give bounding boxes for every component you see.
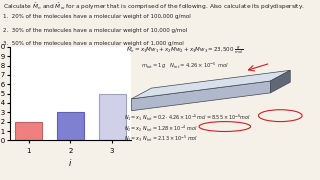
Text: 1.  20% of the molecules have a molecular weight of 100,000 g/mol: 1. 20% of the molecules have a molecular…	[3, 14, 191, 19]
Polygon shape	[270, 70, 290, 93]
Polygon shape	[132, 70, 290, 99]
Text: $N_1 = x_1\ N_{tot} = 0.2\cdot4.26\times10^{-5}mol = 8.55\times10^{-6}mol$: $N_1 = x_1\ N_{tot} = 0.2\cdot4.26\times…	[124, 113, 250, 123]
Bar	[57, 112, 84, 140]
Text: $m_{tot}=1g \quad N_{tot} = 4.26\times10^{-5}\ mol$: $m_{tot}=1g \quad N_{tot} = 4.26\times10…	[141, 61, 229, 71]
Polygon shape	[132, 81, 270, 111]
X-axis label: $i$: $i$	[68, 157, 73, 168]
Text: 3.  50% of the molecules have a molecular weight of 1,000 g/mol: 3. 50% of the molecules have a molecular…	[3, 41, 184, 46]
Bar	[15, 122, 42, 140]
Text: 2.  30% of the molecules have a molecular weight of 10,000 g/mol: 2. 30% of the molecules have a molecular…	[3, 28, 188, 33]
Text: $N_3 = x_3\ N_{tot} = 2.13\times10^{-5}\ mol$: $N_3 = x_3\ N_{tot} = 2.13\times10^{-5}\…	[124, 134, 198, 144]
Bar	[99, 94, 126, 140]
Text: $\bar{M}_n = x_1 Mw_1 + x_2 Mw_2 + x_3 Mw_3 = 23{,}500\ \frac{g}{mol}$: $\bar{M}_n = x_1 Mw_1 + x_2 Mw_2 + x_3 M…	[125, 44, 243, 56]
Text: $N_2 = x_2\ N_{tot} = 1.28\times10^{-4}\ mol$: $N_2 = x_2\ N_{tot} = 1.28\times10^{-4}\…	[124, 123, 197, 134]
Text: Calculate $\bar{M}_n$ and $\bar{M}_w$ for a polymer that is comprised of the fol: Calculate $\bar{M}_n$ and $\bar{M}_w$ fo…	[3, 2, 305, 12]
